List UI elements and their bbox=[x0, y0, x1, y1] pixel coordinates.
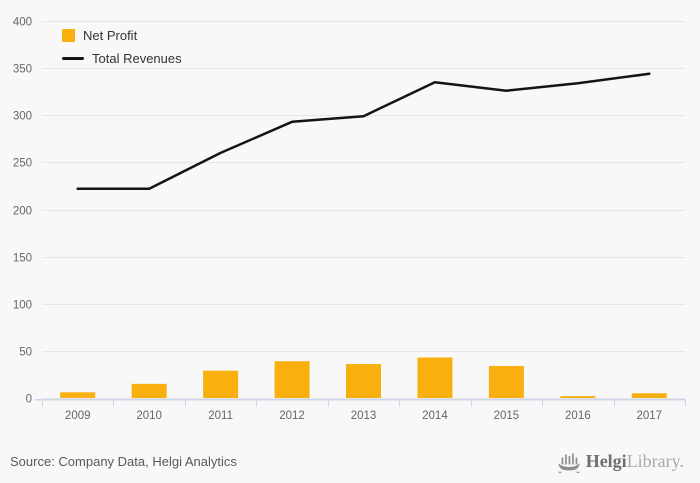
logo-text-library: Library. bbox=[626, 451, 684, 471]
x-tick-label: 2017 bbox=[636, 410, 662, 422]
y-tick-label: 100 bbox=[13, 300, 32, 312]
total-revenues-swatch-icon bbox=[62, 57, 84, 60]
bar-2013 bbox=[346, 364, 381, 398]
y-tick-label: 50 bbox=[19, 347, 32, 359]
x-tick-label: 2016 bbox=[565, 410, 591, 422]
bar-2012 bbox=[274, 361, 310, 398]
x-axis: 2009 2010 2011 2012 2013 2014 2015 2016 2017 bbox=[35, 398, 686, 422]
bar-2017 bbox=[631, 393, 667, 398]
y-tick-label: 250 bbox=[13, 158, 32, 170]
x-tick-label: 2009 bbox=[65, 410, 91, 422]
y-axis-labels: 0 50 100 150 200 250 300 350 400 bbox=[13, 17, 32, 406]
x-tick-label: 2014 bbox=[422, 410, 448, 422]
bar-2011 bbox=[203, 370, 239, 398]
net-profit-swatch-icon bbox=[62, 29, 75, 42]
bar-2015 bbox=[488, 365, 524, 398]
x-tick-label: 2012 bbox=[279, 410, 305, 422]
bar-2009 bbox=[60, 392, 96, 398]
line-series-total-revenues bbox=[76, 72, 651, 191]
y-tick-label: 150 bbox=[13, 253, 32, 265]
legend-label-total-revenues: Total Revenues bbox=[92, 51, 182, 66]
bar-2016 bbox=[560, 396, 596, 398]
x-tick-label: 2010 bbox=[136, 410, 162, 422]
y-tick-label: 300 bbox=[13, 111, 32, 123]
legend-item-total-revenues[interactable]: Total Revenues bbox=[62, 47, 182, 70]
x-tick-label: 2013 bbox=[351, 410, 377, 422]
logo-text: HelgiLibrary. bbox=[586, 448, 684, 474]
helgi-library-logo[interactable]: HelgiLibrary. bbox=[557, 448, 684, 474]
x-tick-label: 2015 bbox=[494, 410, 520, 422]
legend: Net Profit Total Revenues bbox=[62, 24, 182, 70]
legend-item-net-profit[interactable]: Net Profit bbox=[62, 24, 182, 47]
ship-icon bbox=[557, 453, 580, 474]
x-tick-label: 2011 bbox=[208, 410, 233, 422]
gridlines bbox=[42, 21, 685, 399]
bar-2014 bbox=[417, 357, 453, 398]
y-tick-label: 200 bbox=[13, 206, 32, 218]
legend-label-net-profit: Net Profit bbox=[83, 28, 138, 43]
y-tick-label: 0 bbox=[26, 394, 32, 406]
y-tick-label: 350 bbox=[13, 64, 32, 76]
chart-canvas: 0 50 100 150 200 250 300 350 400 2009 2010 2011 2012… bbox=[13, 17, 686, 422]
source-text: Source: Company Data, Helgi Analytics bbox=[10, 454, 237, 469]
logo-text-helgi: Helgi bbox=[585, 451, 627, 471]
y-tick-label: 400 bbox=[13, 17, 32, 29]
bar-series-net-profit bbox=[60, 357, 667, 398]
bar-2010 bbox=[131, 383, 167, 398]
